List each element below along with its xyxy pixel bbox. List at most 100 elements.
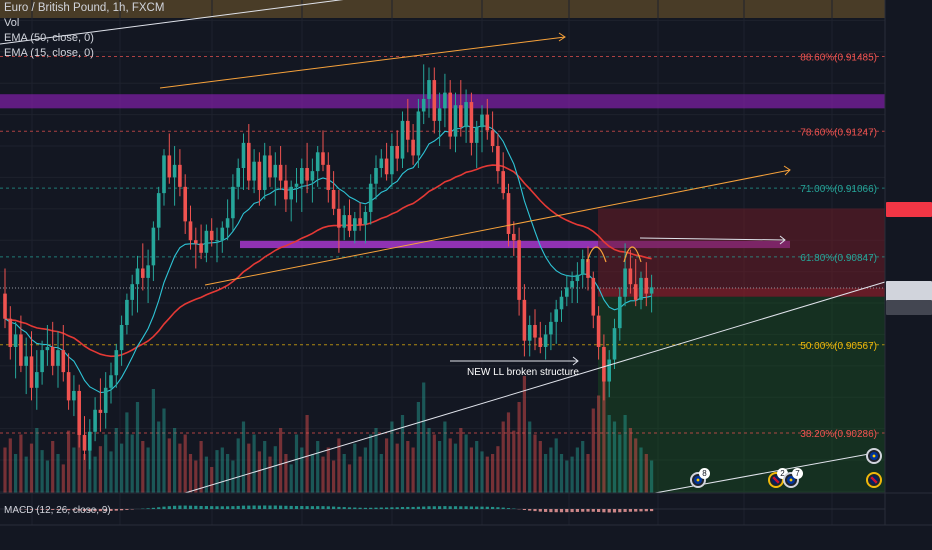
- volume-bar: [597, 395, 601, 493]
- candle: [199, 224, 203, 260]
- symbol-title[interactable]: Euro / British Pound, 1h, FXCM: [4, 2, 165, 14]
- candle: [103, 372, 108, 429]
- macd-histogram-bar: [56, 509, 60, 510]
- indicator-ema15[interactable]: EMA (15, close, 0): [4, 47, 94, 59]
- macd-histogram-bar: [453, 506, 458, 509]
- candle: [231, 174, 235, 231]
- candle: [289, 180, 293, 222]
- candle-body: [215, 240, 219, 242]
- volume-bar: [14, 454, 18, 493]
- candle-body: [167, 155, 172, 178]
- candle: [453, 92, 458, 153]
- macd-histogram-bar: [607, 509, 611, 513]
- economic-event-icon[interactable]: 2: [768, 468, 788, 488]
- candle-body: [321, 152, 325, 165]
- candle: [88, 419, 92, 470]
- arrow-head-icon: [572, 356, 579, 366]
- indicator-macd[interactable]: MACD (12, 26, close, 9): [4, 505, 111, 516]
- candle: [119, 315, 124, 366]
- candle-body: [225, 218, 230, 228]
- economic-event-icon[interactable]: 8: [690, 468, 710, 488]
- volume-bar: [56, 454, 60, 493]
- candle: [490, 111, 495, 153]
- candle-body: [135, 268, 140, 285]
- macd-histogram-bar: [549, 509, 553, 513]
- volume-bar: [82, 454, 87, 493]
- candle: [257, 152, 262, 206]
- volume-bar: [279, 428, 283, 493]
- arc-top-right: [623, 246, 642, 263]
- candle: [141, 243, 145, 291]
- macd-histogram-bar: [538, 509, 542, 512]
- macd-histogram-bar: [559, 509, 564, 513]
- macd-histogram-bar: [416, 506, 420, 509]
- macd-histogram-bar: [337, 506, 341, 509]
- macd-histogram-bar: [183, 505, 187, 509]
- candle: [512, 221, 516, 256]
- candle-body: [247, 142, 251, 181]
- macd-histogram-bar: [528, 509, 532, 511]
- candle: [56, 331, 60, 388]
- candle: [612, 318, 617, 369]
- macd-histogram-bar: [634, 509, 638, 512]
- candle-body: [368, 183, 373, 212]
- candle: [607, 350, 611, 398]
- volume-bar: [565, 460, 569, 493]
- candle-body: [649, 287, 654, 294]
- volume-bar: [464, 434, 468, 493]
- candle: [554, 299, 558, 344]
- candle-body: [88, 431, 92, 451]
- candle-body: [538, 337, 543, 347]
- volume-bar: [29, 443, 34, 493]
- candle-body: [400, 120, 405, 159]
- candle: [618, 287, 622, 341]
- volume-bar: [125, 412, 129, 493]
- volume-bar: [40, 450, 44, 493]
- eu-flag-icon: [870, 452, 878, 460]
- indicator-ema50[interactable]: EMA (50, close, 0): [4, 32, 94, 44]
- economic-event-icon[interactable]: [866, 448, 882, 464]
- macd-histogram-bar: [544, 509, 548, 512]
- volume-bar: [586, 454, 590, 493]
- candle-body: [490, 130, 495, 147]
- macd-histogram-bar: [294, 506, 299, 509]
- macd-histogram-bar: [379, 507, 383, 509]
- macd-histogram-bar: [284, 505, 288, 509]
- volume-bar: [639, 447, 643, 493]
- volume-bar: [8, 438, 12, 493]
- economic-event-icon[interactable]: 7: [783, 468, 803, 488]
- candle: [268, 146, 272, 187]
- volume-bar: [114, 428, 118, 493]
- candle: [347, 199, 352, 238]
- indicator-vol[interactable]: Vol: [4, 17, 20, 29]
- volume-bar: [3, 447, 7, 493]
- volume-bar: [623, 415, 627, 493]
- macd-histogram-bar: [427, 506, 431, 509]
- trendline-lower-channel: [204, 169, 791, 286]
- candle: [565, 274, 569, 307]
- candle: [35, 350, 39, 410]
- macd-histogram-bar: [644, 509, 648, 512]
- candle: [50, 321, 55, 376]
- volume-bar: [379, 454, 383, 493]
- candle: [315, 146, 320, 187]
- candle: [66, 353, 71, 410]
- economic-event-icon[interactable]: [866, 472, 882, 488]
- volume-bar: [51, 441, 55, 493]
- macd-histogram-bar: [109, 509, 113, 511]
- fib-level-label: 78.60%(0.91247): [800, 127, 877, 138]
- volume-bar: [326, 447, 330, 493]
- candle-body: [427, 80, 431, 99]
- candle: [427, 67, 431, 118]
- candle: [13, 321, 18, 379]
- candle-body: [353, 218, 357, 231]
- candle: [358, 202, 362, 231]
- macd-histogram-bar: [194, 505, 198, 509]
- candle-body: [130, 284, 134, 300]
- volume-bar: [162, 408, 166, 493]
- candle: [517, 227, 521, 316]
- volume-bar: [411, 447, 415, 493]
- macd-histogram-bar: [464, 506, 468, 509]
- candle-body: [437, 108, 442, 121]
